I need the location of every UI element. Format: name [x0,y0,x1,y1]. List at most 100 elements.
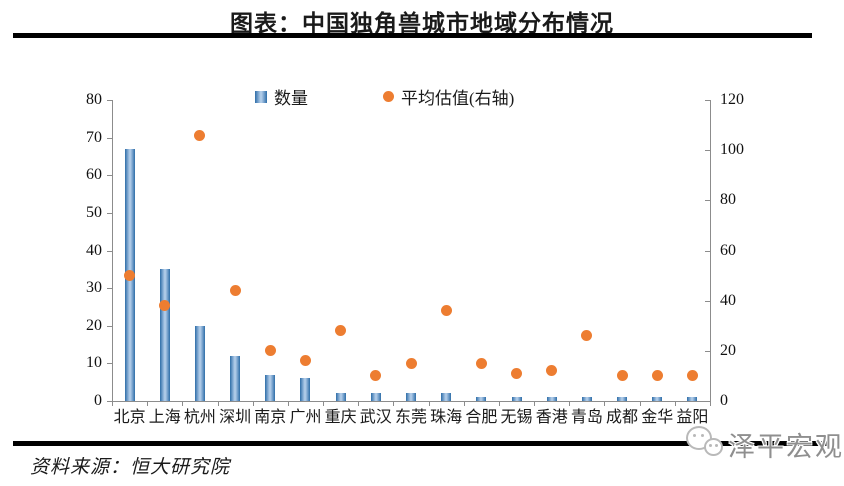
right-axis-tick-label: 120 [720,91,744,108]
city-label-金华: 金华 [641,409,674,426]
x-axis-tick [710,401,711,406]
bar-上海 [159,269,170,401]
city-label-武汉: 武汉 [359,409,392,426]
left-axis-tick [107,401,112,402]
city-label-香港: 香港 [535,409,568,426]
valuation-dot-东莞 [405,357,417,369]
left-axis-tick-label: 0 [94,392,102,409]
x-axis-tick [674,401,676,406]
bar-无锡 [511,397,522,401]
valuation-dot-无锡 [511,367,523,379]
left-axis-tick-label: 20 [86,316,102,334]
bar-深圳 [230,355,241,401]
bar-广州 [300,378,311,401]
right-axis-tick [705,300,710,302]
left-axis-tick [107,288,112,290]
x-axis-tick [639,401,641,406]
bar-杭州 [194,325,205,401]
valuation-dot-南京 [264,345,276,357]
title-underline [13,33,812,38]
bar-青岛 [581,397,592,401]
x-axis-tick [393,401,395,406]
left-axis-line [112,100,113,402]
x-axis-tick [428,401,430,406]
x-axis-tick [604,401,606,406]
bar-南京 [265,374,276,401]
city-label-无锡: 无锡 [500,409,533,426]
left-axis-tick [107,137,112,139]
valuation-dot-香港 [546,365,558,377]
valuation-dot-北京 [124,270,136,282]
bar-重庆 [335,393,346,401]
left-axis-tick-label: 10 [86,354,102,372]
left-axis-tick [107,325,112,327]
x-axis-line [112,401,711,402]
city-label-上海: 上海 [148,409,181,426]
valuation-dot-金华 [651,370,663,382]
x-axis-tick [252,401,254,406]
bar-swatch-icon [255,90,267,103]
right-axis-tick [705,100,710,101]
right-axis-tick-label: 0 [720,392,728,409]
valuation-dot-益阳 [686,370,698,382]
left-axis-tick-label: 80 [86,91,102,108]
x-axis-tick [498,401,500,406]
x-axis-tick [463,401,465,406]
right-axis-tick-label: 20 [720,341,736,359]
city-label-杭州: 杭州 [183,409,216,426]
left-axis-tick-label: 30 [86,279,102,297]
x-axis-tick [147,401,149,406]
bar-合肥 [476,397,487,401]
bar-珠海 [441,393,452,401]
dot-swatch-icon [383,91,394,102]
legend-label-quantity: 数量 [274,89,308,108]
x-axis-tick [569,401,571,406]
bar-香港 [546,397,557,401]
bar-武汉 [370,393,381,401]
city-label-深圳: 深圳 [219,409,252,426]
valuation-dot-杭州 [194,129,206,141]
footer-rule [13,441,830,446]
valuation-dot-武汉 [370,370,382,382]
x-axis-tick [112,401,113,406]
right-axis-line [710,100,711,402]
city-label-广州: 广州 [289,409,322,426]
x-axis-tick [358,401,360,406]
city-label-合肥: 合肥 [465,409,498,426]
left-axis-tick [107,175,112,177]
x-axis-tick [182,401,184,406]
city-label-北京: 北京 [113,409,146,426]
left-axis-tick-label: 50 [86,203,102,221]
city-label-东莞: 东莞 [394,409,427,426]
wechat-icon [686,424,728,464]
chart-title: 图表：中国独角兽城市地域分布情况 [230,11,614,36]
right-axis-tick-label: 100 [720,141,744,159]
city-label-益阳: 益阳 [676,409,709,426]
x-axis-tick [217,401,219,406]
legend-label-valuation: 平均估值(右轴) [401,89,515,108]
valuation-dot-合肥 [475,357,487,369]
city-label-青岛: 青岛 [570,409,603,426]
right-axis-tick-label: 60 [720,241,736,259]
left-axis-tick [107,363,112,365]
right-axis-tick [705,200,710,202]
left-axis-tick-label: 60 [86,166,102,184]
valuation-dot-广州 [299,355,311,367]
left-axis-tick-label: 70 [86,128,102,146]
x-axis-tick [323,401,325,406]
bar-益阳 [687,397,698,401]
left-axis-tick-label: 40 [86,241,102,259]
legend-item-valuation: 平均估值(右轴) [383,84,514,109]
left-axis-tick [107,100,112,101]
valuation-dot-珠海 [440,305,452,317]
right-axis-tick [705,250,710,252]
x-axis-tick [534,401,536,406]
valuation-dot-上海 [159,300,171,312]
bar-东莞 [406,393,416,401]
left-axis-tick [107,250,112,252]
city-label-南京: 南京 [254,409,287,426]
valuation-dot-青岛 [581,330,593,342]
valuation-dot-重庆 [335,325,347,337]
right-axis-tick-label: 80 [720,191,736,209]
x-axis-tick [287,401,289,406]
